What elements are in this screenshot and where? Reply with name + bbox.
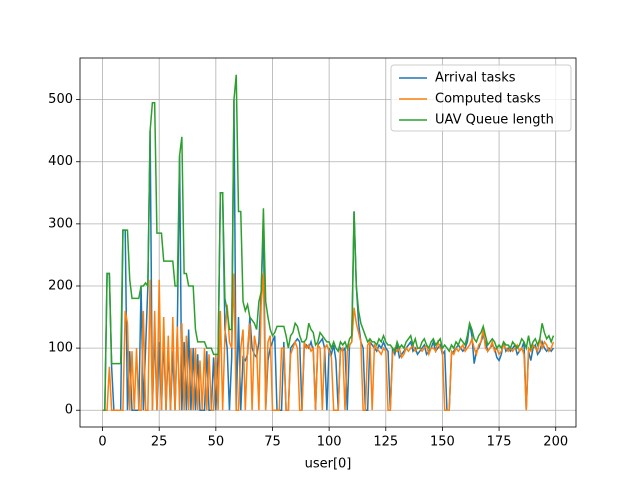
series-line: [102, 74, 555, 411]
series-line: [102, 273, 555, 411]
y-tick-label: 300: [48, 216, 73, 231]
x-tick-label: 50: [208, 435, 225, 450]
legend-box: [390, 64, 572, 132]
y-tick-label: 100: [48, 341, 73, 356]
x-tick-label: 125: [373, 435, 398, 450]
x-tick-label: 75: [264, 435, 281, 450]
y-tick-label: 0: [65, 403, 73, 418]
x-tick-label: 0: [98, 435, 106, 450]
x-tick-label: 200: [543, 435, 568, 450]
x-tick-label: 25: [151, 435, 168, 450]
legend-label: Arrival tasks: [435, 71, 516, 86]
y-tick-label: 200: [48, 278, 73, 293]
y-tick-label: 500: [48, 92, 73, 107]
x-tick-label: 175: [487, 435, 512, 450]
x-tick-label: 100: [317, 435, 342, 450]
x-axis-label: user[0]: [305, 457, 352, 472]
x-tick-label: 150: [430, 435, 455, 450]
legend-label: Computed tasks: [435, 92, 541, 107]
legend-label: UAV Queue length: [435, 113, 554, 128]
y-tick-label: 400: [48, 154, 73, 169]
axes-frame: [79, 57, 577, 428]
